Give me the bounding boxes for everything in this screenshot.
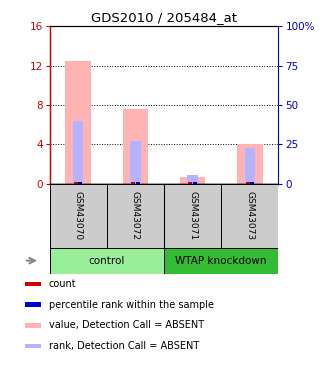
Bar — [130, 141, 140, 184]
Text: rank, Detection Call = ABSENT: rank, Detection Call = ABSENT — [49, 341, 199, 351]
Bar — [123, 109, 148, 184]
Text: WTAP knockdown: WTAP knockdown — [175, 256, 267, 266]
Bar — [73, 121, 83, 184]
Bar — [25, 344, 41, 348]
Bar — [25, 282, 41, 286]
Text: GSM43070: GSM43070 — [74, 191, 83, 240]
Text: value, Detection Call = ABSENT: value, Detection Call = ABSENT — [49, 320, 204, 330]
Bar — [180, 177, 205, 184]
Bar — [164, 248, 278, 274]
Bar — [136, 182, 140, 184]
Text: count: count — [49, 279, 76, 289]
Bar — [237, 144, 263, 184]
Bar — [25, 302, 41, 307]
Bar — [245, 182, 250, 184]
Bar — [221, 184, 278, 248]
Bar — [50, 248, 164, 274]
Bar — [188, 175, 198, 184]
Bar — [131, 182, 135, 184]
Bar — [50, 184, 107, 248]
Bar — [245, 147, 255, 184]
Bar — [25, 323, 41, 328]
Bar — [74, 182, 78, 184]
Bar — [78, 182, 83, 184]
Title: GDS2010 / 205484_at: GDS2010 / 205484_at — [91, 11, 237, 24]
Bar — [65, 61, 91, 184]
Text: GSM43073: GSM43073 — [245, 191, 254, 240]
Text: percentile rank within the sample: percentile rank within the sample — [49, 300, 214, 310]
Bar — [107, 184, 164, 248]
Text: GSM43072: GSM43072 — [131, 191, 140, 240]
Bar — [188, 182, 192, 184]
Bar — [193, 182, 197, 184]
Bar — [164, 184, 221, 248]
Bar — [250, 182, 254, 184]
Text: control: control — [89, 256, 125, 266]
Text: GSM43071: GSM43071 — [188, 191, 197, 240]
